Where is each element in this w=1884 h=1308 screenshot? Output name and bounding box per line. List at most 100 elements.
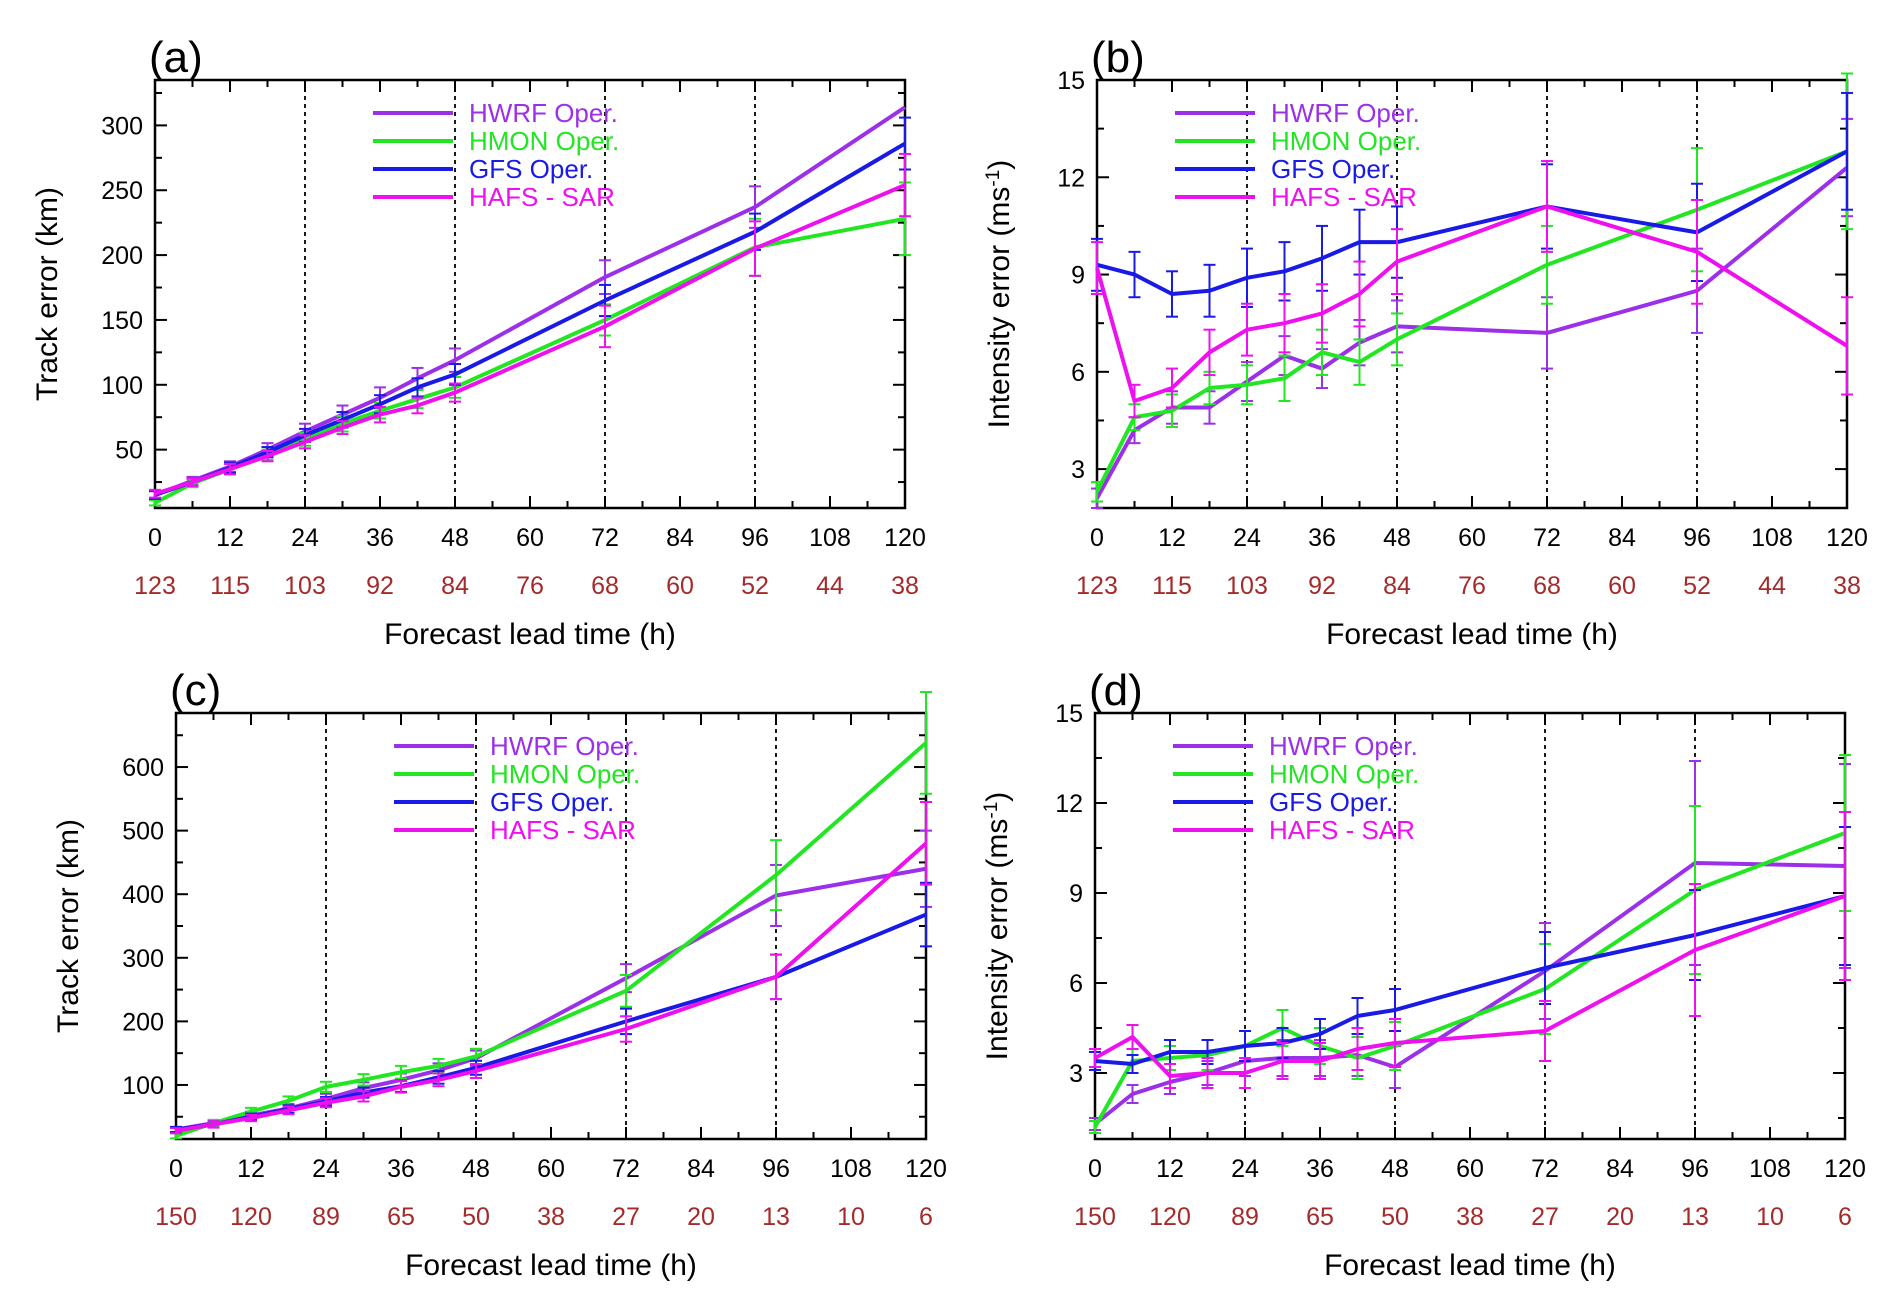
sample-count-label: 38 [1456,1203,1484,1231]
sample-count-label: 84 [441,572,469,600]
x-tick-label: 12 [216,524,244,552]
x-tick-label: 0 [1088,1155,1102,1183]
x-tick-label: 12 [1158,524,1186,552]
sample-count-label: 10 [837,1203,865,1231]
sample-count-label: 44 [1758,572,1786,600]
x-tick-label: 72 [612,1155,640,1183]
legend-label: HWRF Oper. [1271,98,1420,128]
y-tick-label: 300 [122,945,164,973]
y-tick-label: 6 [1069,970,1083,998]
y-tick-label: 6 [1071,359,1085,387]
y-tick-label: 3 [1071,456,1085,484]
sample-count-label: 76 [1458,572,1486,600]
x-tick-label: 84 [687,1155,715,1183]
sample-count-label: 68 [1533,572,1561,600]
x-tick-label: 24 [1233,524,1261,552]
x-tick-label: 48 [462,1155,490,1183]
y-tick-label: 15 [1057,67,1085,95]
x-tick-label: 60 [1458,524,1486,552]
y-axis-label: Track error (km) [52,819,85,1033]
legend-label: HWRF Oper. [1269,731,1418,761]
x-tick-label: 48 [441,524,469,552]
sample-count-label: 13 [1681,1203,1709,1231]
x-tick-label: 24 [1231,1155,1259,1183]
sample-count-label: 20 [687,1203,715,1231]
x-tick-label: 108 [1751,524,1793,552]
y-tick-label: 12 [1055,790,1083,818]
y-tick-label: 250 [101,177,143,205]
x-tick-label: 96 [741,524,769,552]
y-tick-label: 15 [1055,700,1083,728]
hmon-series-line [1095,149,1848,493]
legend-label: HAFS - SAR [1271,182,1417,212]
x-tick-label: 0 [148,524,162,552]
y-tick-label: 100 [101,372,143,400]
sample-count-label: 123 [134,572,176,600]
hafs-series-line [154,183,906,496]
legend-label: GFS Oper. [469,154,593,184]
legend-label: HMON Oper. [1269,759,1419,789]
sample-count-label: 38 [891,572,919,600]
x-tick-label: 108 [830,1155,872,1183]
y-axis-label: Intensity error (ms-1) [981,792,1015,1061]
x-tick-label: 108 [809,524,851,552]
sample-count-label: 103 [1226,572,1268,600]
sample-count-label: 38 [1833,572,1861,600]
sample-count-label: 150 [1074,1203,1116,1231]
x-tick-label: 60 [1456,1155,1484,1183]
x-tick-label: 24 [312,1155,340,1183]
y-tick-label: 50 [115,437,143,465]
hafs-series-line [1094,894,1846,1078]
x-tick-label: 12 [237,1155,265,1183]
x-tick-label: 96 [1683,524,1711,552]
gfs-series-line [1096,149,1848,296]
x-tick-label: 120 [1824,1155,1866,1183]
legend-label: HAFS - SAR [490,815,636,845]
x-tick-label: 120 [905,1155,947,1183]
x-tick-label: 72 [1533,524,1561,552]
x-tick-label: 108 [1749,1155,1791,1183]
legend-label: GFS Oper. [490,787,614,817]
sample-count-label: 76 [516,572,544,600]
panel-c: 0 12 24 36 48 60 72 84 96 108 120 150 120 89 65 50 38 27 2… [52,666,947,1282]
legend-label: GFS Oper. [1271,154,1395,184]
sample-count-label: 60 [666,572,694,600]
legend-label: GFS Oper. [1269,787,1393,817]
sample-count-label: 115 [1152,572,1192,600]
x-tick-label: 96 [1681,1155,1709,1183]
legend-label: HMON Oper. [1271,126,1421,156]
y-tick-label: 200 [122,1008,164,1036]
sample-count-label: 65 [387,1203,415,1231]
sample-count-label: 89 [312,1203,340,1231]
legend-label: HMON Oper. [490,759,640,789]
sample-count-label: 50 [1381,1203,1409,1231]
x-axis-label: Forecast lead time (h) [405,1249,697,1282]
x-tick-label: 48 [1383,524,1411,552]
x-tick-label: 24 [291,524,319,552]
sample-count-label: 120 [230,1203,272,1231]
sample-count-label: 115 [210,572,250,600]
x-axis-label: Forecast lead time (h) [1326,618,1618,651]
sample-count-label: 27 [612,1203,640,1231]
hafs-series-line [1095,204,1849,403]
y-tick-label: 12 [1057,164,1085,192]
x-tick-label: 0 [169,1155,183,1183]
hwrf-series-line [1093,861,1846,1126]
x-axis-label: Forecast lead time (h) [1324,1249,1616,1282]
sample-count-label: 92 [1308,572,1336,600]
legend-label: HWRF Oper. [469,98,618,128]
x-tick-label: 36 [1306,1155,1334,1183]
sample-count-label: 89 [1231,1203,1259,1231]
sample-count-label: 6 [1838,1203,1852,1231]
sample-count-label: 27 [1531,1203,1559,1231]
x-tick-label: 60 [516,524,544,552]
hwrf-series-line [175,866,927,1132]
sample-count-label: 52 [741,572,769,600]
sample-count-label: 38 [537,1203,565,1231]
hmon-series-line [175,741,928,1138]
y-axis-label: Track error (km) [31,187,64,401]
x-tick-label: 0 [1090,524,1104,552]
y-tick-label: 600 [122,754,164,782]
y-tick-label: 9 [1069,880,1083,908]
